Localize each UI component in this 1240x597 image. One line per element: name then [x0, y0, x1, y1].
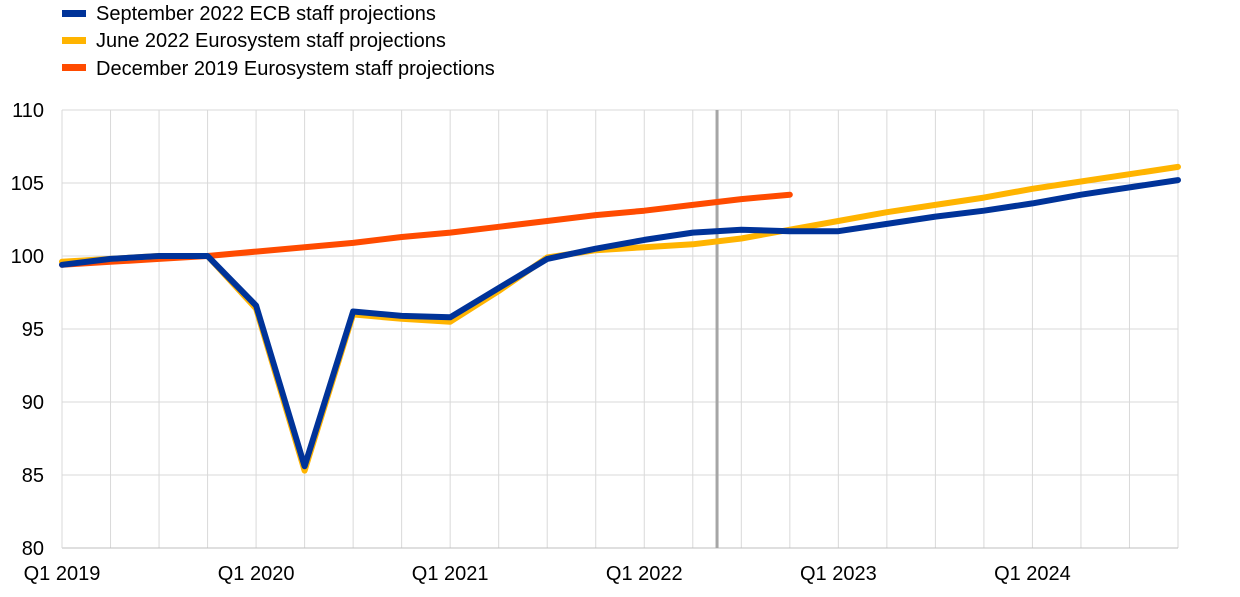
x-tick-label: Q1 2023: [800, 563, 877, 585]
y-tick-label: 85: [22, 465, 44, 487]
x-tick-label: Q1 2024: [994, 563, 1071, 585]
y-tick-label: 100: [11, 246, 44, 268]
x-tick-label: Q1 2020: [218, 563, 295, 585]
axes: 80 85 90 95 100 105 110 Q1 2019 Q1 2020 Q1 2021 Q1…: [11, 100, 1178, 585]
grid: [61, 109, 1179, 549]
legend: September 2022 ECB staff projections Jun…: [62, 3, 495, 80]
y-tick-label: 105: [11, 173, 44, 195]
legend-swatch-december-2019: [62, 64, 86, 71]
series-line-0: [59, 177, 1181, 470]
x-tick-label: Q1 2022: [606, 563, 683, 585]
legend-label-june-2022: June 2022 Eurosystem staff projections: [96, 30, 446, 52]
y-tick-label: 90: [22, 392, 44, 414]
y-tick-label: 80: [22, 538, 44, 560]
legend-label-september-2022: September 2022 ECB staff projections: [96, 3, 436, 25]
x-tick-label: Q1 2019: [24, 563, 101, 585]
y-tick-label: 95: [22, 319, 44, 341]
legend-swatch-june-2022: [62, 37, 86, 44]
x-tick-label: Q1 2021: [412, 563, 489, 585]
y-tick-label: 110: [12, 100, 44, 122]
legend-swatch-september-2022: [62, 10, 86, 17]
series-lines: [59, 163, 1181, 474]
legend-label-december-2019: December 2019 Eurosystem staff projectio…: [96, 58, 495, 80]
